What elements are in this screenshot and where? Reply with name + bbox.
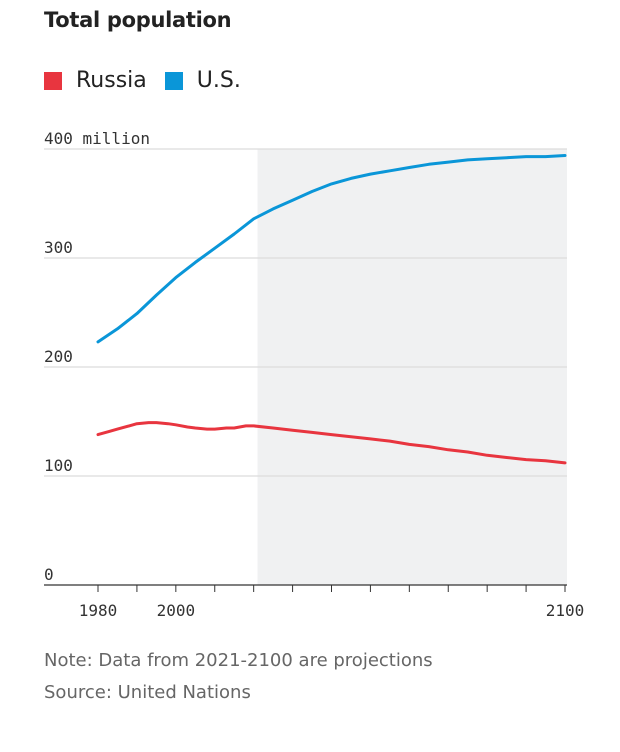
population-line-chart: 400 million 300 200 100 0 1980 2000 2100 xyxy=(44,129,585,620)
y-tick-label-300: 300 xyxy=(44,238,73,257)
legend-swatch-us xyxy=(164,71,183,90)
x-tick-label-1980: 1980 xyxy=(79,601,118,620)
legend-label-russia: Russia xyxy=(76,68,147,93)
y-tick-label-200: 200 xyxy=(44,347,73,366)
y-tick-label-400: 400 million xyxy=(44,129,150,148)
legend-item-us: U.S. xyxy=(164,68,241,93)
legend-label-us: U.S. xyxy=(196,68,241,93)
chart-note: Note: Data from 2021-2100 are projection… xyxy=(44,650,433,671)
x-tick-label-2100: 2100 xyxy=(546,601,585,620)
legend-item-russia: Russia xyxy=(44,68,147,93)
chart-title: Total population xyxy=(44,8,232,32)
chart-legend: Russia U.S. xyxy=(44,68,259,93)
y-tick-label-100: 100 xyxy=(44,456,73,475)
y-tick-label-0: 0 xyxy=(44,565,54,584)
series-line-russia xyxy=(96,421,567,465)
legend-swatch-russia xyxy=(44,71,62,90)
series-line-us xyxy=(96,154,567,344)
x-tick-label-2000: 2000 xyxy=(157,601,196,620)
chart-source: Source: United Nations xyxy=(44,682,251,703)
